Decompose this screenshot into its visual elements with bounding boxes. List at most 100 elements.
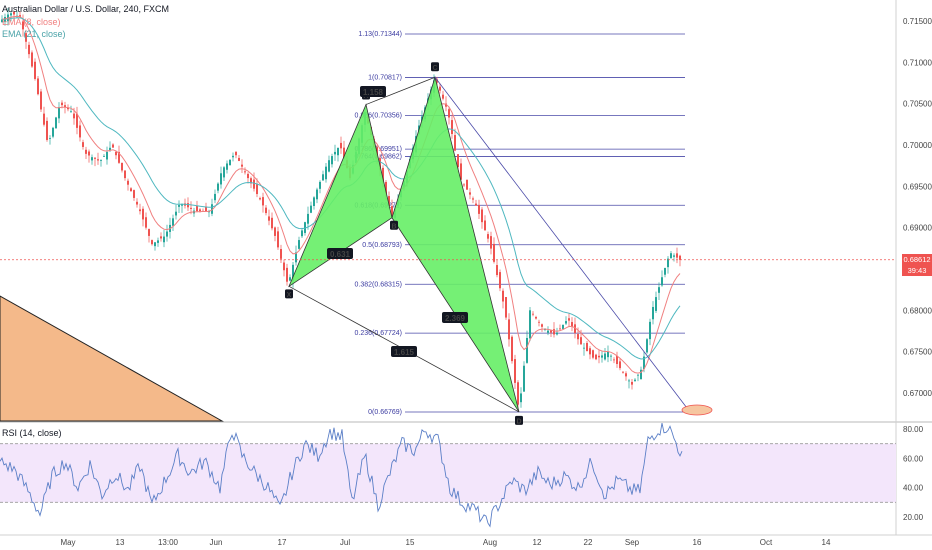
candle-body [289, 277, 291, 281]
candle-body [196, 205, 198, 212]
candle-body [187, 203, 189, 208]
candle-body [118, 151, 120, 163]
fib-level-label: 0.5(0.68793) [362, 242, 402, 249]
candle-body [268, 216, 270, 221]
candle-body [91, 157, 93, 161]
candle-body [22, 21, 24, 30]
candle-body [592, 350, 594, 358]
candle-body [643, 356, 645, 369]
candle-body [316, 189, 318, 200]
orange-triangle-shape [0, 295, 224, 422]
candle-body [70, 111, 72, 113]
candle-body [502, 290, 504, 302]
candle-body [106, 151, 108, 160]
candle-body [391, 206, 393, 218]
candle-body [271, 217, 273, 229]
candle-body [127, 180, 129, 185]
candle-body [172, 218, 174, 226]
candle-body [565, 321, 567, 324]
candle-body [154, 242, 156, 247]
candle-body [493, 243, 495, 262]
candle-body [451, 120, 453, 135]
candle-body [652, 306, 654, 320]
candle-body [436, 79, 438, 83]
candle-body [508, 319, 510, 340]
candle-body [145, 217, 147, 228]
rsi-tick-label: 20.00 [903, 513, 924, 522]
candle-body [55, 117, 57, 129]
candle-body [247, 173, 249, 179]
candle-body [517, 382, 519, 405]
candle-body [460, 163, 462, 180]
time-tick-label: Jul [340, 538, 350, 547]
candle-body [241, 164, 243, 167]
candle-body [439, 86, 441, 91]
candle-body [661, 277, 663, 286]
price-tick-label: 0.71000 [903, 58, 932, 67]
candle-body [571, 322, 573, 327]
candle-body [136, 201, 138, 205]
candle-body [253, 179, 255, 189]
candle-body [658, 287, 660, 293]
candle-body [286, 267, 288, 282]
candle-body [625, 373, 627, 377]
candle-body [283, 262, 285, 271]
candle-body [61, 102, 63, 106]
candle-body [568, 318, 570, 321]
candle-body [313, 197, 315, 207]
time-tick-label: 14 [822, 538, 831, 547]
candle-body [37, 78, 39, 95]
candle-body [655, 297, 657, 311]
pattern-point-badge [515, 415, 523, 425]
candle-body [475, 203, 477, 206]
candle-body [160, 236, 162, 239]
candle-body [580, 337, 582, 345]
candle-body [481, 209, 483, 223]
candle-body [25, 33, 27, 42]
candle-body [595, 354, 597, 360]
candle-body [469, 192, 471, 195]
candle-body [616, 355, 618, 364]
candle-body [1, 19, 3, 23]
candle-body [598, 355, 600, 358]
candle-body [553, 329, 555, 335]
candle-body [586, 342, 588, 352]
ema-slow-label: EMA (21, close) [2, 29, 66, 39]
candle-body [181, 203, 183, 206]
candle-body [511, 336, 513, 362]
candle-body [559, 328, 561, 330]
candle-body [442, 94, 444, 99]
candle-body [250, 178, 252, 184]
ratio-label: 1.615 [394, 348, 415, 357]
candle-body [232, 155, 234, 158]
candle-body [385, 181, 387, 194]
candle-body [10, 13, 12, 16]
pattern-point-label: X [287, 292, 292, 299]
fib-level-label: 0.786(0.69951) [355, 146, 402, 153]
candle-body [589, 348, 591, 355]
candle-body [139, 209, 141, 212]
candle-body [229, 159, 231, 166]
candle-body [454, 135, 456, 151]
ratio-label: 0.631 [330, 250, 351, 259]
rsi-line [0, 423, 683, 528]
candle-body [85, 149, 87, 154]
candle-body [148, 229, 150, 236]
candle-body [94, 157, 96, 159]
candle-body [295, 252, 297, 263]
candle-body [388, 196, 390, 206]
time-tick-label: 22 [584, 538, 593, 547]
candle-body [256, 184, 258, 195]
last-price-value: 0.68612 [903, 255, 931, 264]
time-tick-label: Jun [210, 538, 223, 547]
candle-body [214, 193, 216, 201]
candle-body [28, 44, 30, 55]
candle-body [142, 208, 144, 220]
price-tick-label: 0.70000 [903, 141, 932, 150]
candle-body [631, 381, 633, 385]
bar-countdown: 39:43 [907, 266, 927, 275]
candle-body [40, 91, 42, 110]
candle-body [613, 359, 615, 361]
